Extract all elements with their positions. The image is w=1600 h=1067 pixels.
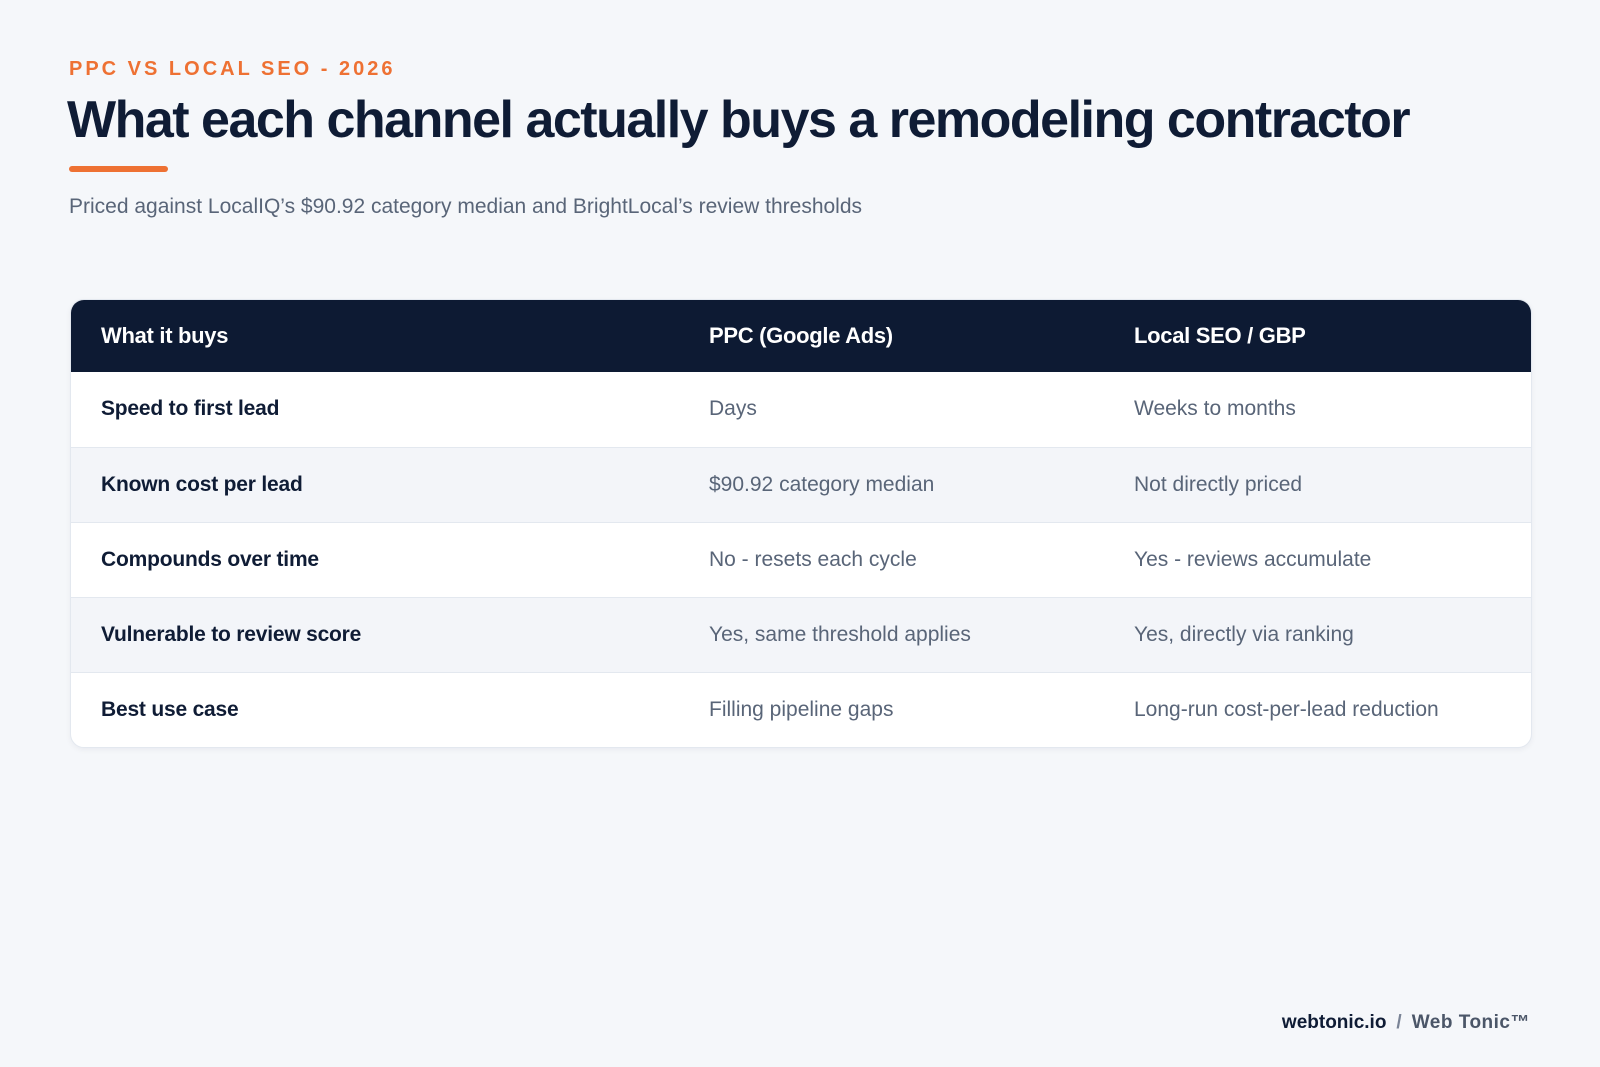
header-what-it-buys: What it buys [101,323,229,348]
row-feature-cell: Vulnerable to review score [101,622,362,646]
page-subtitle: Priced against LocalIQ’s $90.92 category… [69,195,863,218]
row-ppc-cell: Filling pipeline gaps [709,697,894,721]
table-row: Compounds over time No - resets each cyc… [71,522,1531,597]
comparison-table: What it buys PPC (Google Ads) Local SEO … [71,300,1531,747]
comparison-table-card: What it buys PPC (Google Ads) Local SEO … [70,299,1532,748]
row-ppc-cell: Yes, same threshold applies [709,622,971,646]
eyebrow-label: PPC VS LOCAL SEO - 2026 [69,58,396,80]
row-feature-cell: Best use case [101,697,239,721]
footer-credit: webtonic.io / Web Tonic™ [1282,1012,1530,1034]
footer-separator: / [1396,1012,1402,1033]
row-seo-cell: Long-run cost-per-lead reduction [1134,697,1439,721]
table-header: What it buys PPC (Google Ads) Local SEO … [71,300,1531,372]
row-ppc-cell: Days [709,397,757,421]
row-seo-cell: Weeks to months [1134,397,1296,421]
header-ppc: PPC (Google Ads) [709,323,893,348]
row-feature-cell: Speed to first lead [101,397,280,421]
page-title: What each channel actually buys a remode… [67,91,1411,149]
table-row: Vulnerable to review score Yes, same thr… [71,597,1531,672]
table-header-row: What it buys PPC (Google Ads) Local SEO … [71,300,1531,372]
table-row: Best use case Filling pipeline gaps Long… [71,672,1531,747]
header-local-seo: Local SEO / GBP [1134,323,1306,348]
table-body: Speed to first lead Days Weeks to months… [71,372,1531,747]
footer-site-link[interactable]: webtonic.io [1281,1012,1387,1033]
title-accent-bar [69,166,168,172]
row-seo-cell: Yes - reviews accumulate [1134,547,1372,571]
row-feature-cell: Compounds over time [101,547,319,571]
footer-brand: Web Tonic™ [1411,1012,1530,1033]
row-ppc-cell: No - resets each cycle [709,547,917,571]
table-row: Speed to first lead Days Weeks to months [71,372,1531,447]
row-seo-cell: Not directly priced [1134,472,1303,496]
row-ppc-cell: $90.92 category median [709,472,935,496]
row-feature-cell: Known cost per lead [101,472,303,496]
row-seo-cell: Yes, directly via ranking [1134,622,1354,646]
table-row: Known cost per lead $90.92 category medi… [71,447,1531,522]
